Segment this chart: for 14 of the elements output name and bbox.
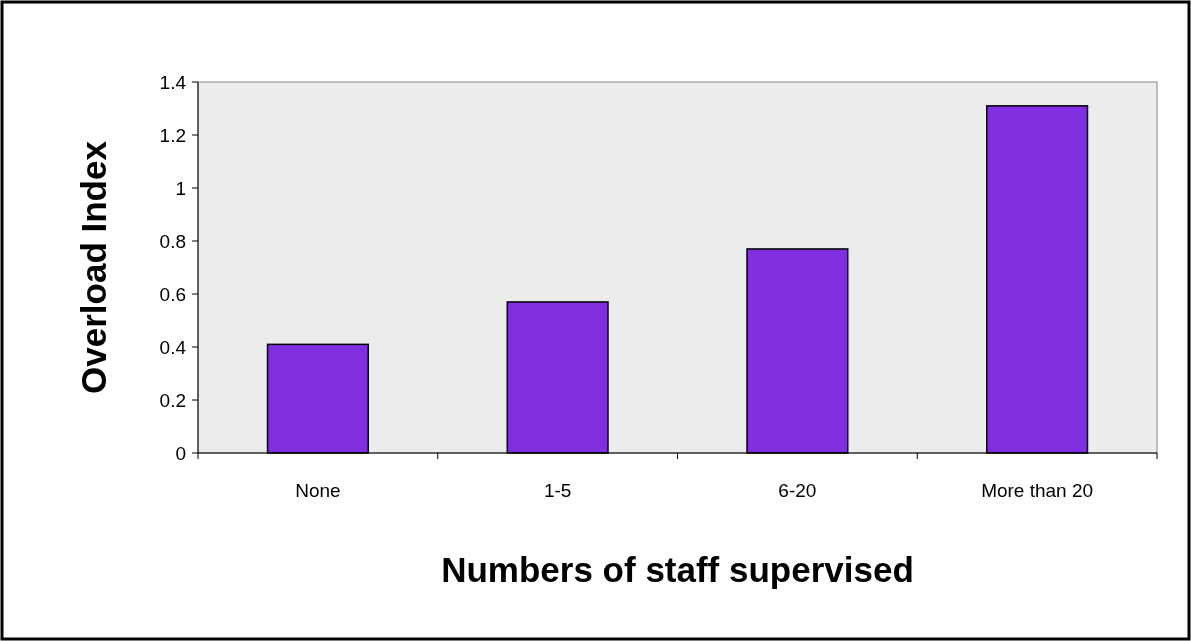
y-tick-label: 0 [175, 442, 186, 464]
x-axis-title: Numbers of staff supervised [441, 550, 914, 589]
y-axis-title: Overload Index [74, 140, 113, 394]
x-tick-label: 6-20 [778, 480, 817, 501]
y-tick-label: 1.2 [159, 124, 186, 146]
x-tick-label: None [295, 480, 341, 501]
x-tick-label: 1-5 [543, 480, 572, 501]
y-tick-label: 0.4 [159, 336, 187, 358]
x-tick-label: More than 20 [981, 480, 1094, 501]
y-tick-label: 0.8 [159, 230, 186, 252]
y-tick-label: 1.4 [159, 71, 187, 93]
y-tick-label: 0.6 [159, 283, 186, 305]
y-tick-label: 0.2 [159, 389, 186, 411]
y-tick-label: 1 [175, 177, 186, 199]
